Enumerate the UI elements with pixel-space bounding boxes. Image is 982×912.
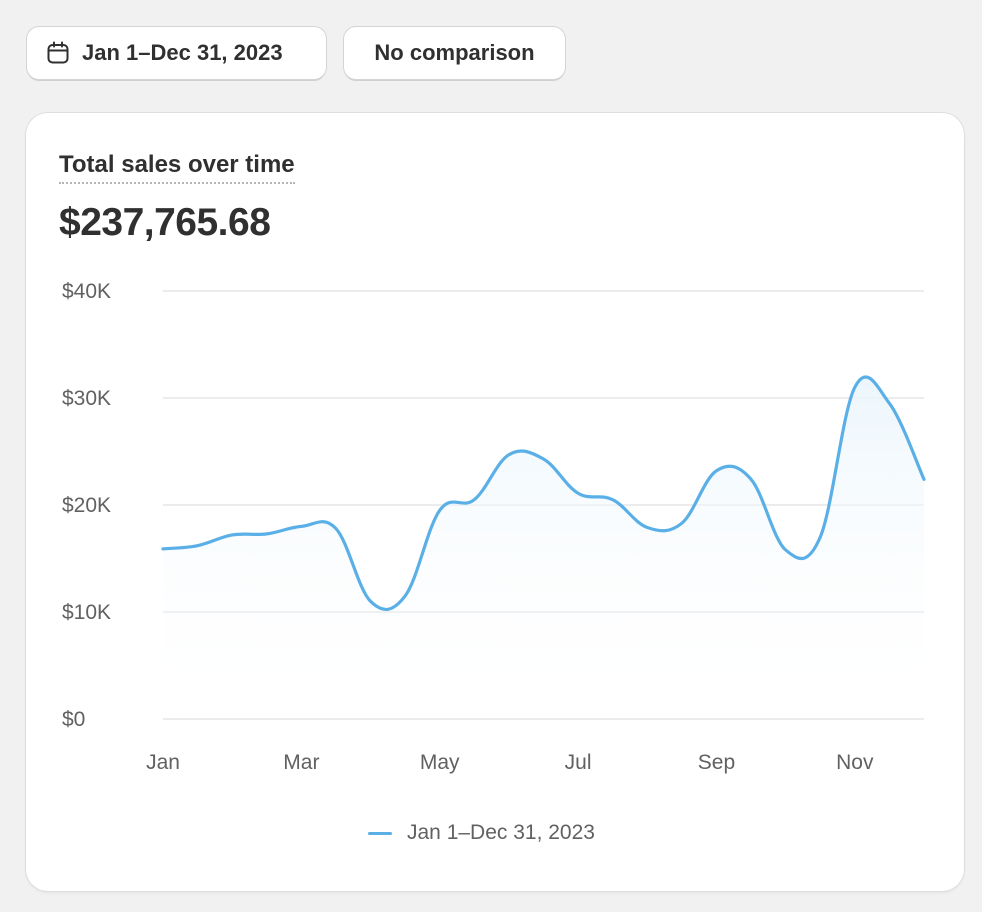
data-point bbox=[610, 497, 616, 503]
data-point bbox=[817, 534, 823, 540]
total-sales-value: $237,765.68 bbox=[59, 201, 271, 244]
x-tick-label: Jan bbox=[146, 751, 180, 774]
y-tick-label: $20K bbox=[62, 494, 111, 517]
series-line bbox=[161, 375, 926, 611]
series-area bbox=[163, 377, 924, 719]
x-tick-label: Mar bbox=[283, 751, 319, 774]
comparison-label: No comparison bbox=[374, 40, 535, 65]
data-point bbox=[541, 456, 547, 462]
data-point bbox=[575, 490, 581, 496]
data-point bbox=[402, 593, 408, 599]
calendar-icon bbox=[47, 41, 69, 64]
data-point bbox=[783, 547, 789, 553]
data-point bbox=[368, 598, 374, 604]
date-range-button[interactable]: Jan 1–Dec 31, 2023 bbox=[27, 27, 326, 79]
comparison-button[interactable]: No comparison bbox=[344, 27, 565, 79]
data-point bbox=[195, 543, 201, 549]
data-point bbox=[229, 532, 235, 538]
data-point bbox=[644, 524, 650, 530]
chart-title[interactable]: Total sales over time bbox=[59, 151, 295, 184]
data-point bbox=[679, 520, 685, 526]
y-tick-label: $0 bbox=[62, 708, 85, 731]
date-range-label: Jan 1–Dec 31, 2023 bbox=[82, 40, 283, 65]
x-tick-label: Jul bbox=[565, 751, 592, 774]
data-point bbox=[298, 523, 304, 529]
data-point bbox=[713, 468, 719, 474]
data-point bbox=[437, 507, 443, 513]
x-tick-label: Sep bbox=[698, 751, 735, 774]
x-tick-label: Nov bbox=[836, 751, 874, 774]
data-point bbox=[471, 497, 477, 503]
x-tick-label: May bbox=[420, 751, 460, 774]
data-point bbox=[333, 526, 339, 532]
legend-label: Jan 1–Dec 31, 2023 bbox=[407, 821, 595, 844]
legend-swatch bbox=[368, 831, 392, 835]
y-tick-label: $30K bbox=[62, 387, 111, 410]
sales-chart-card: Total sales over time $237,765.68 $40K $3… bbox=[26, 113, 964, 891]
data-point bbox=[921, 476, 927, 482]
chart-legend[interactable]: Jan 1–Dec 31, 2023 bbox=[368, 821, 595, 845]
y-tick-label: $10K bbox=[62, 601, 111, 624]
data-point bbox=[886, 400, 892, 406]
data-point bbox=[852, 384, 858, 390]
data-point bbox=[506, 452, 512, 458]
data-point bbox=[160, 546, 166, 552]
data-point bbox=[748, 476, 754, 482]
data-point bbox=[264, 531, 270, 537]
sales-line-chart[interactable]: $40K $30K $20K $10K $0 Jan Mar May Jul Sep Nov bbox=[26, 113, 964, 813]
y-tick-label: $40K bbox=[62, 280, 111, 303]
